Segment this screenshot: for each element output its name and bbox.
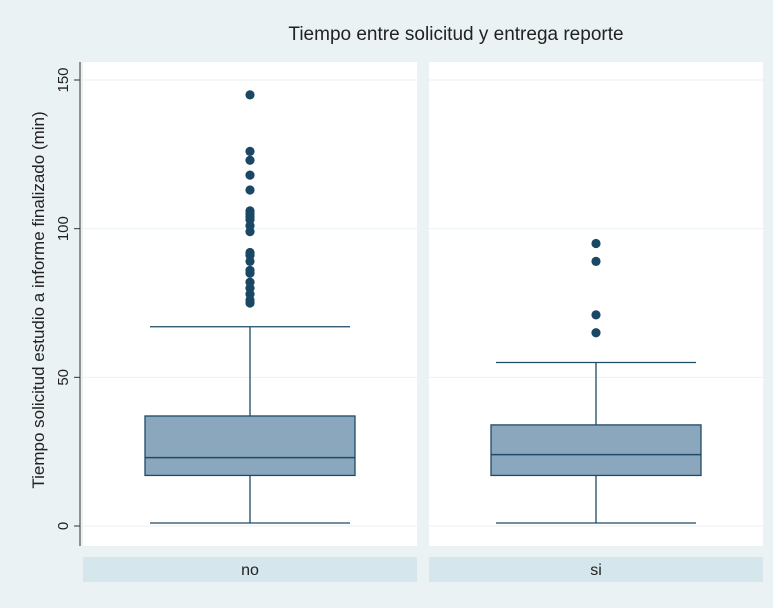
outlier-point bbox=[591, 238, 601, 249]
panel-strip bbox=[83, 557, 417, 582]
panels: no si bbox=[83, 62, 763, 582]
iqr-box bbox=[144, 415, 356, 477]
panel-label: no bbox=[241, 562, 259, 579]
y-tick-label: 50 bbox=[55, 369, 72, 386]
y-axis: 0 50 100 150 bbox=[55, 62, 81, 546]
outlier-point bbox=[245, 265, 255, 275]
outlier-point bbox=[245, 146, 255, 156]
y-tick-label: 150 bbox=[55, 67, 72, 92]
panel-label: si bbox=[590, 562, 602, 579]
panel-no: no bbox=[83, 62, 417, 582]
outlier-point bbox=[591, 328, 601, 338]
chart-title: Tiempo entre solicitud y entrega reporte bbox=[288, 24, 623, 45]
outlier-point bbox=[591, 256, 601, 266]
outlier-point bbox=[245, 170, 255, 180]
outlier-point bbox=[245, 206, 255, 216]
outlier-point bbox=[245, 185, 255, 195]
outlier-point bbox=[245, 155, 255, 165]
panel-strip bbox=[429, 557, 763, 582]
panel-si: si bbox=[429, 62, 763, 582]
y-tick-label: 100 bbox=[55, 216, 72, 241]
y-axis-label: Tiempo solicitud estudio a informe final… bbox=[29, 111, 48, 488]
outlier-point bbox=[245, 277, 255, 287]
outlier-point bbox=[591, 310, 601, 320]
outlier-point bbox=[245, 247, 255, 258]
outlier-point bbox=[245, 90, 255, 100]
y-tick-label: 0 bbox=[55, 522, 72, 530]
iqr-box bbox=[490, 424, 702, 477]
